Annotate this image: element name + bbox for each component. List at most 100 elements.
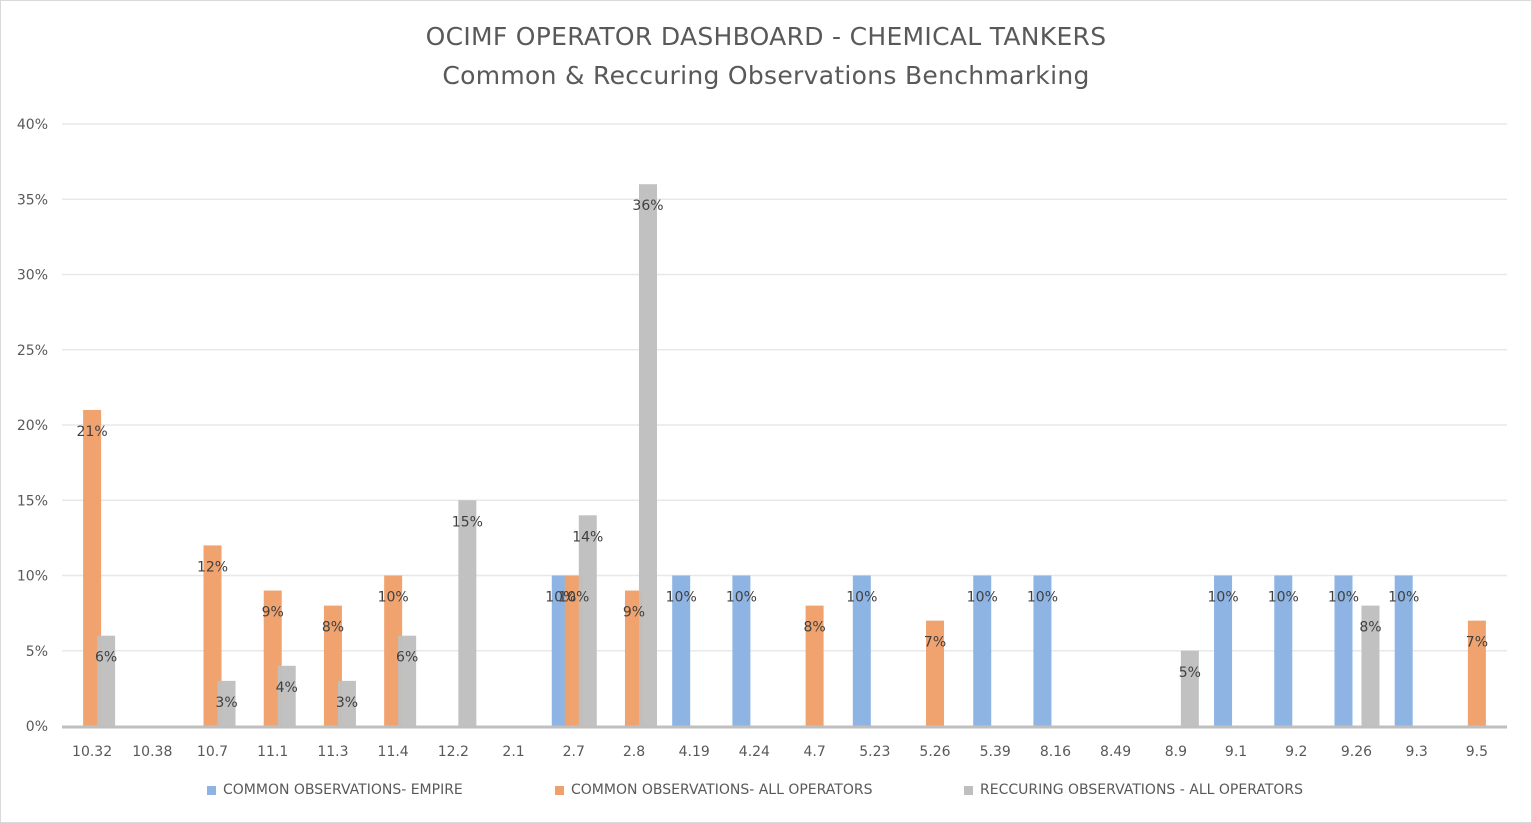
data-label: 6% (95, 650, 117, 666)
bar-reccuring-observations-all-operators-11.3 (337, 680, 356, 726)
data-label: 10% (558, 590, 589, 606)
data-label: 10% (846, 590, 877, 606)
bar-common-observations-all-operators-2.8 (624, 590, 643, 726)
data-label: 14% (572, 529, 603, 545)
data-label: 10% (726, 590, 757, 606)
bar-reccuring-observations-all-operators-2.8 (638, 184, 657, 726)
x-tick-label: 4.19 (679, 744, 710, 760)
data-label: 10% (378, 590, 409, 606)
x-tick-label: 11.1 (257, 744, 288, 760)
data-label: 6% (396, 650, 418, 666)
data-label: 10% (666, 590, 697, 606)
bar-common-observations-empire-4.24 (732, 575, 751, 726)
data-label: 3% (336, 695, 358, 711)
y-tick-label: 35% (17, 192, 48, 208)
x-tick-label: 9.1 (1225, 744, 1247, 760)
bars (83, 184, 1486, 726)
bar-reccuring-observations-all-operators-2.7 (578, 515, 597, 726)
legend-label-all-operators: COMMON OBSERVATIONS- ALL OPERATORS (571, 782, 873, 798)
legend-item-empire: COMMON OBSERVATIONS- EMPIRE (207, 782, 463, 798)
legend-item-reccuring: RECCURING OBSERVATIONS - ALL OPERATORS (964, 782, 1303, 798)
y-tick-label: 15% (17, 493, 48, 509)
y-axis-ticks: 0% 5% 10% 15% 20% 25% 30% 35% 40% (17, 117, 48, 735)
y-tick-label: 40% (17, 117, 48, 133)
bar-common-observations-all-operators-9.5 (1467, 620, 1486, 726)
bar-common-observations-empire-9.2 (1274, 575, 1293, 726)
x-tick-label: 9.3 (1406, 744, 1428, 760)
data-label: 8% (322, 620, 344, 636)
data-label: 10% (1208, 590, 1239, 606)
x-tick-label: 11.4 (378, 744, 409, 760)
x-tick-label: 10.38 (132, 744, 172, 760)
x-tick-label: 8.16 (1040, 744, 1071, 760)
legend-label-empire: COMMON OBSERVATIONS- EMPIRE (223, 782, 463, 798)
data-label: 10% (1027, 590, 1058, 606)
bar-common-observations-all-operators-4.7 (805, 605, 824, 726)
legend-label-reccuring: RECCURING OBSERVATIONS - ALL OPERATORS (980, 782, 1304, 798)
bar-reccuring-observations-all-operators-10.32 (97, 635, 116, 726)
data-label: 7% (1466, 635, 1488, 651)
x-tick-label: 2.1 (502, 744, 524, 760)
data-label: 21% (77, 424, 108, 440)
x-tick-label: 8.49 (1100, 744, 1131, 760)
bar-common-observations-all-operators-2.7 (564, 575, 583, 726)
bar-reccuring-observations-all-operators-11.1 (277, 665, 296, 726)
data-labels: 10% 10% 10% 10% 10% 10% 10% 10% 10% 10%21%12%9%8%… (77, 198, 1488, 711)
y-tick-label: 20% (17, 418, 48, 434)
legend-swatch-all-operators (555, 785, 564, 795)
data-label: 9% (623, 605, 645, 621)
x-tick-label: 2.8 (623, 744, 645, 760)
bar-common-observations-all-operators-10.7 (203, 545, 222, 726)
data-label: 9% (262, 605, 284, 621)
bar-common-observations-empire-5.39 (973, 575, 992, 726)
legend-item-all-operators: COMMON OBSERVATIONS- ALL OPERATORS (555, 782, 872, 798)
data-label: 8% (1359, 620, 1381, 636)
x-tick-label: 9.2 (1285, 744, 1307, 760)
bar-common-observations-all-operators-11.3 (323, 605, 342, 726)
data-label: 15% (452, 514, 483, 530)
bar-common-observations-all-operators-11.1 (263, 590, 282, 726)
x-tick-label: 2.7 (563, 744, 585, 760)
data-label: 3% (215, 695, 237, 711)
bar-reccuring-observations-all-operators-9.26 (1361, 605, 1380, 726)
x-tick-label: 4.7 (803, 744, 825, 760)
bar-common-observations-all-operators-11.4 (384, 575, 403, 726)
data-label: 10% (1268, 590, 1299, 606)
x-tick-label: 8.9 (1165, 744, 1187, 760)
x-tick-label: 11.3 (317, 744, 348, 760)
x-tick-label: 5.39 (980, 744, 1011, 760)
bar-common-observations-empire-9.1 (1214, 575, 1233, 726)
bar-common-observations-empire-4.19 (672, 575, 691, 726)
bar-common-observations-all-operators-5.26 (926, 620, 945, 726)
bar-common-observations-empire-8.16 (1033, 575, 1052, 726)
y-tick-label: 0% (26, 719, 48, 735)
data-label: 10% (1388, 590, 1419, 606)
gridlines (62, 123, 1507, 652)
bar-common-observations-empire-5.23 (852, 575, 871, 726)
data-label: 7% (924, 635, 946, 651)
x-tick-label: 10.7 (197, 744, 228, 760)
x-tick-label: 9.26 (1341, 744, 1372, 760)
data-label: 8% (803, 620, 825, 636)
x-axis-ticks: 10.32 10.38 10.7 11.1 11.3 11.4 12.2 2.1 2.7 2.8 4… (72, 744, 1488, 760)
legend-swatch-reccuring (964, 785, 973, 795)
bar-reccuring-observations-all-operators-10.7 (217, 680, 236, 726)
legend-swatch-empire (207, 785, 216, 795)
data-label: 4% (276, 680, 298, 696)
x-tick-label: 4.24 (739, 744, 770, 760)
bar-common-observations-empire-9.3 (1394, 575, 1413, 726)
data-label: 12% (197, 559, 228, 575)
chart-title: OCIMF OPERATOR DASHBOARD - CHEMICAL TANK… (425, 22, 1107, 51)
x-tick-label: 5.23 (859, 744, 890, 760)
data-label: 5% (1179, 665, 1201, 681)
x-tick-label: 9.5 (1466, 744, 1488, 760)
y-tick-label: 10% (17, 569, 48, 585)
bar-common-observations-all-operators-10.32 (83, 409, 102, 726)
x-tick-label: 5.26 (919, 744, 950, 760)
bar-reccuring-observations-all-operators-12.2 (458, 500, 477, 726)
data-label: 10% (545, 590, 576, 606)
y-tick-label: 5% (26, 644, 48, 660)
bar-reccuring-observations-all-operators-11.4 (398, 635, 417, 726)
data-label: 10% (967, 590, 998, 606)
